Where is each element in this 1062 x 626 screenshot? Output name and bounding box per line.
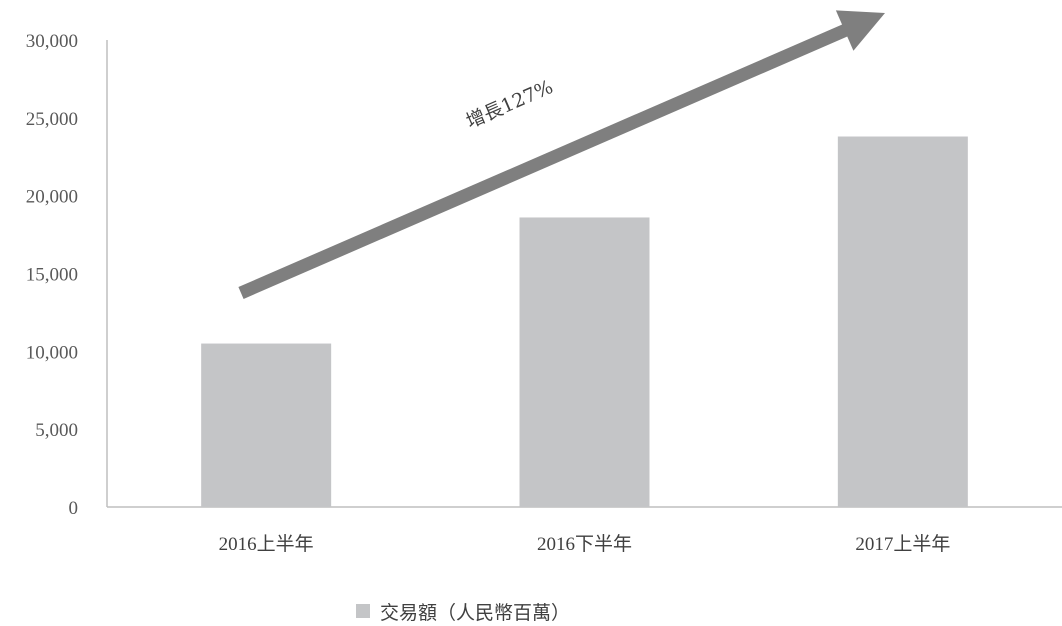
growth-arrow (238, 10, 885, 299)
x-axis-categories: 2016上半年 2016下半年 2017上半年 (219, 533, 951, 555)
x-category-label: 2016下半年 (537, 533, 632, 555)
growth-arrow-shaft (238, 23, 850, 299)
bar (837, 136, 968, 507)
chart: 0 5,000 10,000 15,000 20,000 25,000 30,000 201… (26, 10, 1062, 555)
y-tick-label: 30,000 (26, 31, 78, 52)
x-category-label: 2016上半年 (219, 533, 314, 555)
y-tick-label: 20,000 (26, 187, 78, 208)
x-category-label: 2017上半年 (855, 533, 950, 555)
legend-label: 交易額（人民幣百萬） (380, 601, 571, 624)
bar (201, 343, 332, 507)
y-tick-label: 15,000 (26, 265, 78, 286)
legend-swatch (356, 604, 370, 618)
growth-arrow-head (835, 10, 885, 51)
legend: 交易額（人民幣百萬） (356, 596, 570, 626)
growth-annotation: 增長127% (463, 76, 556, 133)
bar (519, 217, 650, 507)
y-tick-label: 10,000 (26, 342, 78, 363)
y-axis-ticks: 0 5,000 10,000 15,000 20,000 25,000 30,000 (26, 31, 78, 519)
y-tick-label: 5,000 (35, 420, 78, 441)
y-tick-label: 25,000 (26, 109, 78, 130)
bars (201, 136, 968, 507)
y-tick-label: 0 (69, 498, 79, 519)
